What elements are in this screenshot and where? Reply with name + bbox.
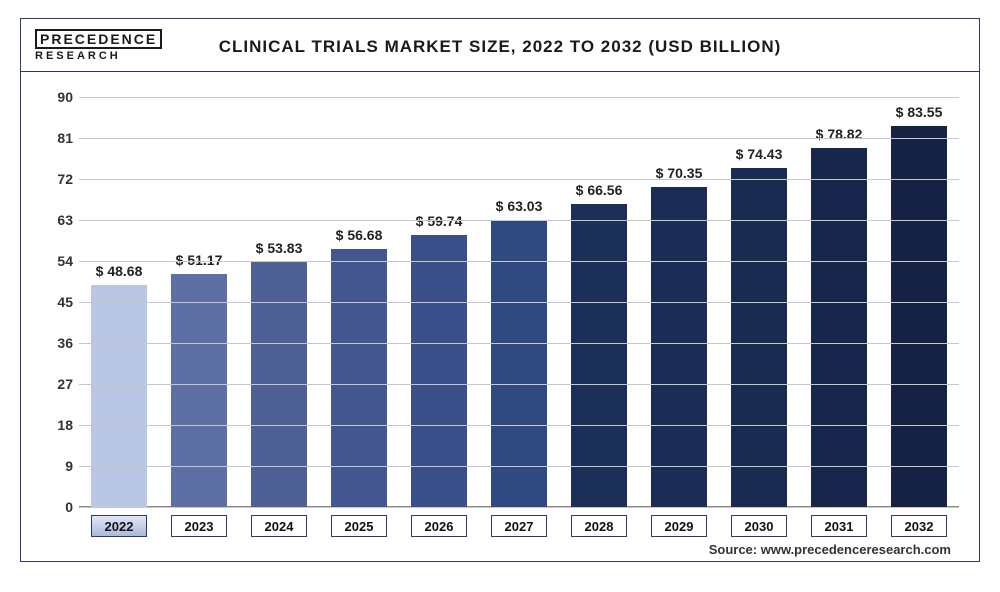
chart-container: PRECEDENCE RESEARCH CLINICAL TRIALS MARK… [20, 18, 980, 562]
grid-line [79, 138, 959, 139]
x-category-label: 2030 [731, 515, 787, 537]
x-category-label: 2023 [171, 515, 227, 537]
bar-value-label: $ 51.17 [160, 252, 238, 268]
bar [171, 274, 227, 507]
chart-title: CLINICAL TRIALS MARKET SIZE, 2022 TO 203… [21, 37, 979, 57]
y-tick-label: 63 [39, 212, 73, 228]
x-category-label: 2027 [491, 515, 547, 537]
title-divider [21, 71, 979, 72]
bar-value-label: $ 48.68 [80, 263, 158, 279]
y-tick-label: 9 [39, 458, 73, 474]
bar [491, 220, 547, 507]
x-axis-labels: 2022 2023 2024 2025 2026 2027 2028 2029 2030 2031… [79, 515, 959, 543]
y-tick-label: 45 [39, 294, 73, 310]
bar [331, 249, 387, 507]
bar [91, 285, 147, 507]
y-tick-label: 36 [39, 335, 73, 351]
x-category-label: 2029 [651, 515, 707, 537]
bar-value-label: $ 63.03 [480, 198, 558, 214]
bar-value-label: $ 53.83 [240, 240, 318, 256]
bar-value-label: $ 66.56 [560, 182, 638, 198]
grid-line [79, 425, 959, 426]
bar-value-label: $ 74.43 [720, 146, 798, 162]
x-category-label: 2024 [251, 515, 307, 537]
grid-line [79, 261, 959, 262]
y-tick-label: 72 [39, 171, 73, 187]
grid-line [79, 507, 959, 508]
grid-line [79, 97, 959, 98]
y-tick-label: 0 [39, 499, 73, 515]
bar [811, 148, 867, 507]
y-tick-label: 90 [39, 89, 73, 105]
y-tick-label: 27 [39, 376, 73, 392]
x-category-label: 2025 [331, 515, 387, 537]
bar [731, 168, 787, 507]
grid-line [79, 384, 959, 385]
plot-area: $ 48.68$ 51.17$ 53.83$ 56.68$ 59.74$ 63.… [79, 97, 959, 507]
grid-line [79, 343, 959, 344]
y-tick-label: 81 [39, 130, 73, 146]
y-tick-label: 18 [39, 417, 73, 433]
bar [651, 187, 707, 507]
y-tick-label: 54 [39, 253, 73, 269]
bar-value-label: $ 83.55 [880, 104, 958, 120]
x-category-label: 2031 [811, 515, 867, 537]
grid-line [79, 302, 959, 303]
x-category-label: 2022 [91, 515, 147, 537]
grid-line [79, 466, 959, 467]
x-category-label: 2028 [571, 515, 627, 537]
x-category-label: 2032 [891, 515, 947, 537]
x-category-label: 2026 [411, 515, 467, 537]
bar [571, 204, 627, 507]
grid-line [79, 179, 959, 180]
bar-value-label: $ 56.68 [320, 227, 398, 243]
source-text: Source: www.precedenceresearch.com [709, 542, 951, 557]
bar-value-label: $ 78.82 [800, 126, 878, 142]
bar [891, 126, 947, 507]
grid-line [79, 220, 959, 221]
